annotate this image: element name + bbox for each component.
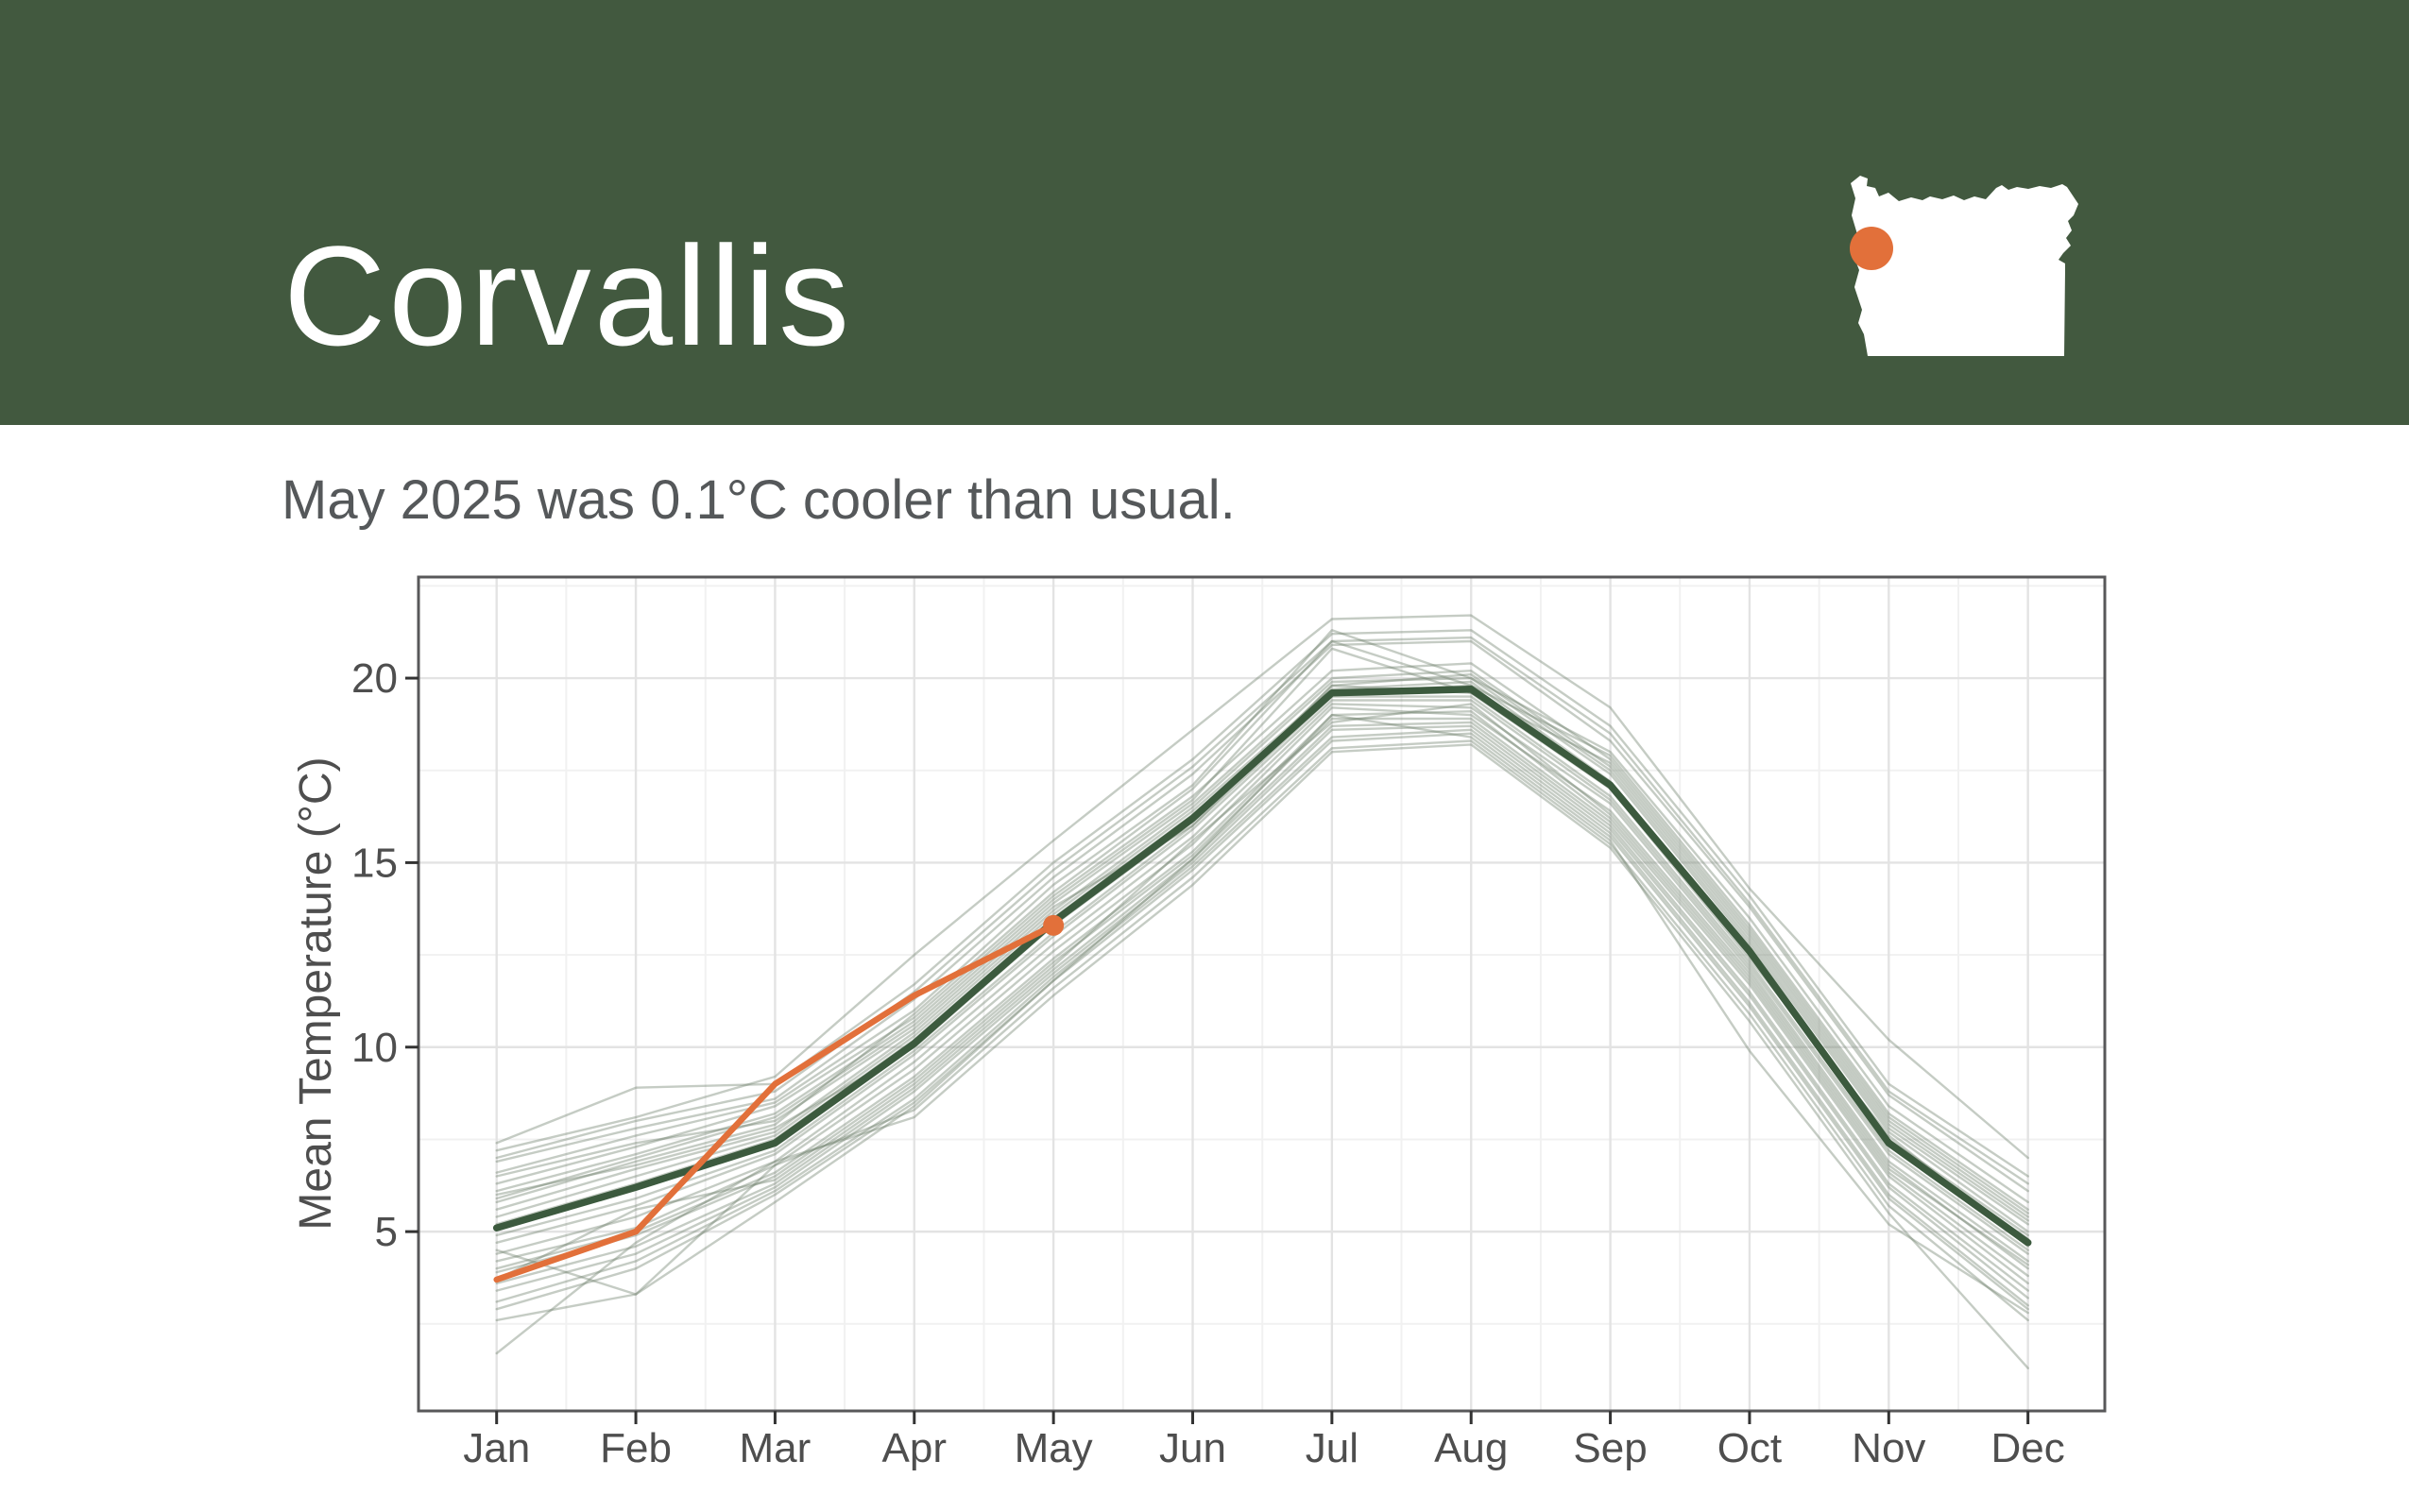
historical-year-line xyxy=(495,636,2029,1185)
historical-year-line xyxy=(495,717,2029,1285)
x-tick-label: Oct xyxy=(1717,1425,1782,1471)
historical-year-line xyxy=(495,732,2029,1311)
x-tick-label: Nov xyxy=(1852,1425,1925,1471)
historical-year-line xyxy=(495,703,2029,1263)
historical-year-line xyxy=(495,699,2029,1255)
y-tick-label: 15 xyxy=(351,840,398,886)
mean-temperature-line xyxy=(492,686,2032,1247)
x-tick-label: Apr xyxy=(882,1425,947,1471)
header-band: Corvallis xyxy=(0,0,2409,425)
historical-year-line xyxy=(495,710,2029,1278)
historical-year-line xyxy=(495,703,2029,1282)
x-tick-label: Sep xyxy=(1573,1425,1647,1471)
historical-year-line xyxy=(495,706,2029,1270)
historical-year-line xyxy=(495,614,2029,1160)
x-tick-label: Aug xyxy=(1434,1425,1508,1471)
oregon-state-silhouette xyxy=(1851,176,2078,356)
x-tick-label: Feb xyxy=(600,1425,672,1471)
y-tick-label: 20 xyxy=(351,655,398,702)
x-tick-label: Dec xyxy=(1991,1425,2065,1471)
x-tick-label: May xyxy=(1015,1425,1093,1471)
panel-border xyxy=(417,575,2107,1413)
y-axis-title: Mean Temperature (°C) xyxy=(291,756,341,1230)
historical-year-line xyxy=(495,629,2029,1178)
historical-year-line xyxy=(495,639,2029,1211)
x-tick-label: Jun xyxy=(1159,1425,1226,1471)
oregon-map-icon xyxy=(1850,176,2078,356)
historical-year-line xyxy=(495,695,2029,1251)
historical-year-line xyxy=(495,721,2029,1292)
x-tick-label: Jul xyxy=(1306,1425,1358,1471)
historical-year-line xyxy=(495,739,2029,1322)
y-tick-label: 5 xyxy=(375,1209,398,1255)
historical-year-line xyxy=(495,713,2029,1315)
x-tick-label: Jan xyxy=(463,1425,530,1471)
historical-year-line xyxy=(495,676,2029,1233)
historical-year-line xyxy=(495,743,2029,1369)
historical-year-line xyxy=(495,647,2029,1218)
city-marker-dot xyxy=(1850,227,1893,270)
page-title: Corvallis xyxy=(283,216,853,375)
historical-year-line xyxy=(495,724,2029,1300)
historical-year-line xyxy=(495,670,2029,1222)
y-tick-label: 10 xyxy=(351,1025,398,1071)
historical-year-line xyxy=(495,639,2029,1193)
current-year-line xyxy=(493,922,1057,1283)
chart-subtitle: May 2025 was 0.1°C cooler than usual. xyxy=(282,469,1236,531)
current-endpoint-dot xyxy=(1043,914,1065,936)
x-tick-label: Mar xyxy=(740,1425,812,1471)
historical-year-line xyxy=(495,728,2029,1307)
